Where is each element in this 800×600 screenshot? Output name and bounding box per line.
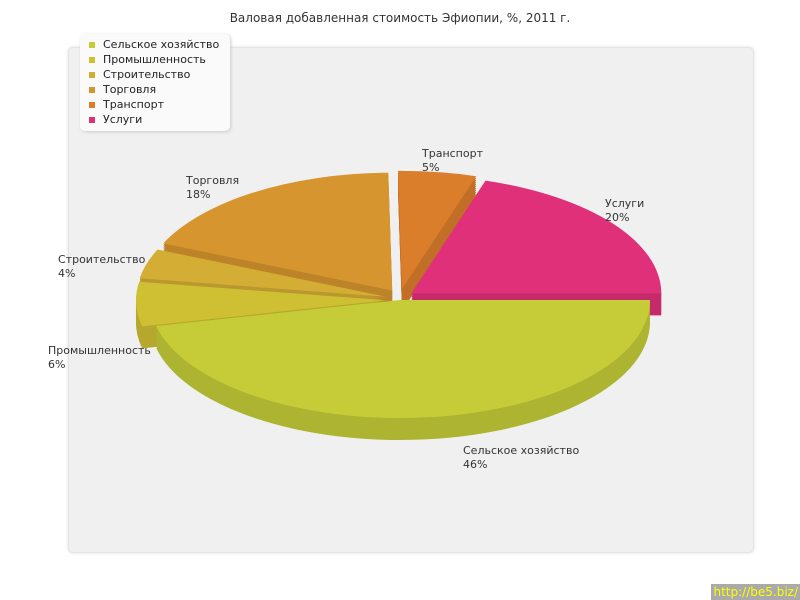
- pie-slice[interactable]: [136, 281, 387, 327]
- legend-swatch: [89, 86, 95, 93]
- watermark-link[interactable]: http://be5.biz/: [711, 584, 800, 600]
- slice-value-label: 20%: [605, 211, 629, 224]
- slice-value-label: 4%: [58, 267, 75, 280]
- legend-swatch: [89, 41, 95, 48]
- slice-label: Промышленность: [48, 344, 151, 357]
- legend-swatch: [89, 116, 95, 123]
- pie-slice[interactable]: [156, 300, 650, 419]
- pie-slice[interactable]: [398, 170, 477, 289]
- slice-label: Торговля: [185, 174, 239, 187]
- legend-label: Промышленность: [103, 53, 206, 66]
- slice-label: Транспорт: [421, 147, 484, 160]
- pie-slice[interactable]: [411, 180, 662, 294]
- chart-title: Валовая добавленная стоимость Эфиопии, %…: [229, 11, 571, 25]
- slice-value-label: 46%: [463, 458, 487, 471]
- slice-label: Сельское хозяйство: [463, 444, 579, 457]
- legend-item[interactable]: Сельское хозяйство: [80, 37, 230, 52]
- slice-value-label: 6%: [48, 358, 65, 371]
- legend-swatch: [89, 71, 95, 78]
- legend-item[interactable]: Промышленность: [80, 52, 230, 67]
- legend-item[interactable]: Строительство: [80, 67, 230, 82]
- slice-value-label: 18%: [186, 188, 210, 201]
- legend-item[interactable]: Транспорт: [80, 97, 230, 112]
- pie-slice[interactable]: [163, 172, 393, 291]
- legend-swatch: [89, 56, 95, 63]
- legend-item[interactable]: Торговля: [80, 82, 230, 97]
- legend-item[interactable]: Услуги: [80, 112, 230, 127]
- pie-slice[interactable]: [139, 249, 387, 297]
- slice-label: Услуги: [605, 197, 644, 210]
- legend-swatch: [89, 101, 95, 108]
- legend-label: Строительство: [103, 68, 191, 81]
- legend-label: Сельское хозяйство: [103, 38, 220, 51]
- legend: Сельское хозяйство Промышленность Строител…: [80, 34, 230, 131]
- legend-label: Торговля: [103, 83, 157, 96]
- legend-label: Услуги: [103, 113, 143, 126]
- legend-label: Транспорт: [103, 98, 164, 111]
- slice-value-label: 5%: [422, 161, 439, 174]
- slice-label: Строительство: [58, 253, 146, 266]
